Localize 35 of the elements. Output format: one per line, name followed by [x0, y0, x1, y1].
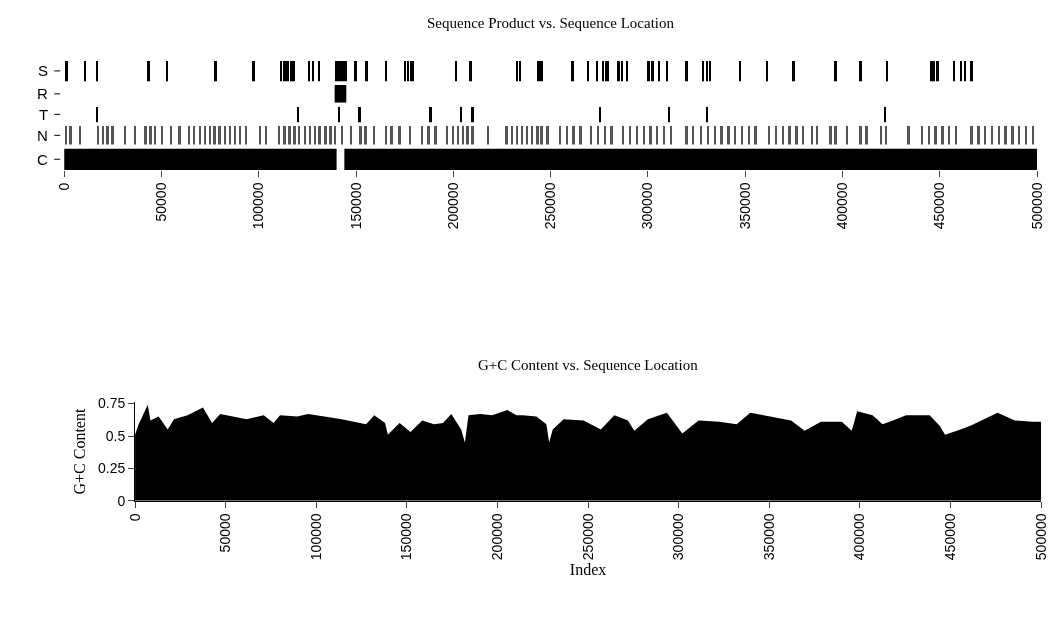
x-tick-label: 400000	[851, 513, 868, 561]
y-tick-label: 0	[117, 492, 126, 509]
y-tick-label: 0.25	[98, 460, 126, 477]
x-tick-label: 400000	[834, 182, 851, 230]
x-tick-label: 250000	[542, 182, 559, 230]
y-axis-title: C	[37, 151, 48, 168]
x-tick-label: 450000	[931, 182, 948, 230]
y-axis-title: G+C Content	[70, 408, 88, 495]
x-tick-label: 450000	[942, 513, 959, 561]
y-axis-title: S	[38, 62, 49, 79]
y-tick-label: 0.5	[105, 427, 126, 444]
x-tick-label: 50000	[152, 182, 169, 222]
x-tick-label: 350000	[760, 513, 777, 561]
y-axis-title: T	[39, 106, 49, 123]
chart-title: G+C Content vs. Sequence Location	[478, 357, 699, 373]
x-tick-label: 200000	[444, 182, 461, 230]
x-tick-label: 100000	[307, 513, 324, 561]
x-tick-label: 500000	[1032, 513, 1049, 561]
y-tick-label: 0.75	[98, 395, 126, 412]
x-tick-label: 150000	[347, 182, 364, 230]
x-tick-label: 150000	[398, 513, 415, 561]
chart-title: Sequence Product vs. Sequence Location	[427, 15, 675, 31]
x-tick-label: 50000	[217, 513, 234, 553]
x-axis-title: Index	[569, 560, 607, 578]
x-tick-label: 500000	[1028, 182, 1045, 230]
x-tick-label: 100000	[250, 182, 267, 230]
x-tick-label: 200000	[489, 513, 506, 561]
x-tick-label: 250000	[579, 513, 596, 561]
x-tick-label: 0	[55, 182, 72, 191]
x-tick-label: 0	[126, 513, 143, 522]
y-axis-title: N	[37, 127, 48, 144]
x-tick-label: 300000	[639, 182, 656, 230]
x-tick-label: 300000	[670, 513, 687, 561]
x-tick-label: 350000	[736, 182, 753, 230]
y-axis-title: R	[37, 85, 48, 102]
